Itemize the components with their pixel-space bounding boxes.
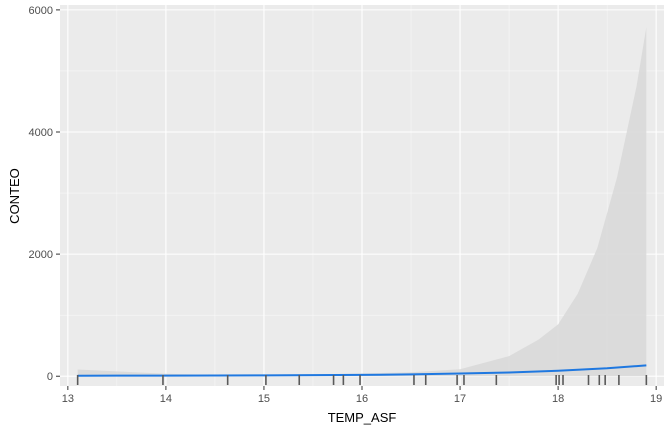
y-axis-title: CONTEO	[7, 168, 22, 224]
x-tick-label: 17	[454, 393, 466, 405]
x-tick-label: 13	[62, 393, 74, 405]
grid-minor	[60, 5, 664, 386]
x-tick-label: 15	[258, 393, 270, 405]
rug-marks	[76, 375, 648, 385]
confidence-band	[77, 26, 647, 377]
y-tick-label: 4000	[29, 127, 53, 139]
y-tick-labels: 0 2000 4000 6000	[29, 5, 53, 383]
x-tick-label: 19	[650, 393, 662, 405]
y-tick-label: 0	[47, 371, 53, 383]
y-tick-label: 6000	[29, 5, 53, 17]
y-tick-label: 2000	[29, 249, 53, 261]
axis-ticks	[56, 9, 657, 390]
x-tick-label: 16	[356, 393, 368, 405]
grid-major	[60, 5, 664, 386]
x-tick-labels: 13 14 15 16 17 18 19	[62, 393, 663, 405]
x-tick-label: 14	[160, 393, 172, 405]
x-tick-label: 18	[552, 393, 564, 405]
series-line	[77, 364, 647, 377]
x-axis-title: TEMP_ASF	[328, 410, 397, 425]
